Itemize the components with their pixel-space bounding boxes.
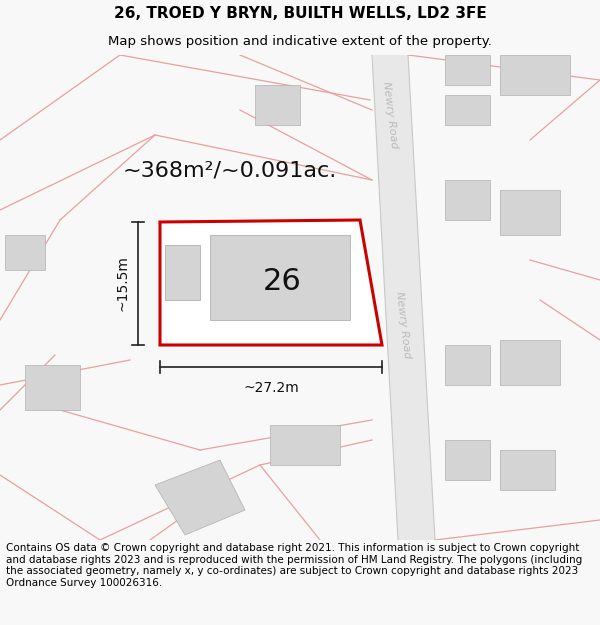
Polygon shape: [5, 235, 45, 270]
Text: Map shows position and indicative extent of the property.: Map shows position and indicative extent…: [108, 35, 492, 48]
Text: ~15.5m: ~15.5m: [116, 256, 130, 311]
Polygon shape: [160, 220, 382, 345]
Polygon shape: [210, 235, 350, 320]
Polygon shape: [500, 450, 555, 490]
Polygon shape: [445, 95, 490, 125]
Text: 26, TROED Y BRYN, BUILTH WELLS, LD2 3FE: 26, TROED Y BRYN, BUILTH WELLS, LD2 3FE: [113, 6, 487, 21]
Text: Newry Road: Newry Road: [394, 291, 412, 359]
Polygon shape: [255, 85, 300, 125]
Polygon shape: [445, 440, 490, 480]
Polygon shape: [372, 55, 435, 540]
Text: Contains OS data © Crown copyright and database right 2021. This information is : Contains OS data © Crown copyright and d…: [6, 543, 582, 588]
Polygon shape: [445, 180, 490, 220]
Polygon shape: [445, 345, 490, 385]
Polygon shape: [500, 55, 570, 95]
Polygon shape: [445, 55, 490, 85]
Polygon shape: [25, 365, 80, 410]
Text: ~27.2m: ~27.2m: [243, 381, 299, 395]
Polygon shape: [500, 190, 560, 235]
Text: Newry Road: Newry Road: [381, 81, 399, 149]
Polygon shape: [155, 460, 245, 535]
Polygon shape: [165, 245, 200, 300]
Polygon shape: [270, 425, 340, 465]
Text: ~368m²/~0.091ac.: ~368m²/~0.091ac.: [123, 160, 337, 180]
Polygon shape: [500, 340, 560, 385]
Text: 26: 26: [263, 268, 301, 296]
